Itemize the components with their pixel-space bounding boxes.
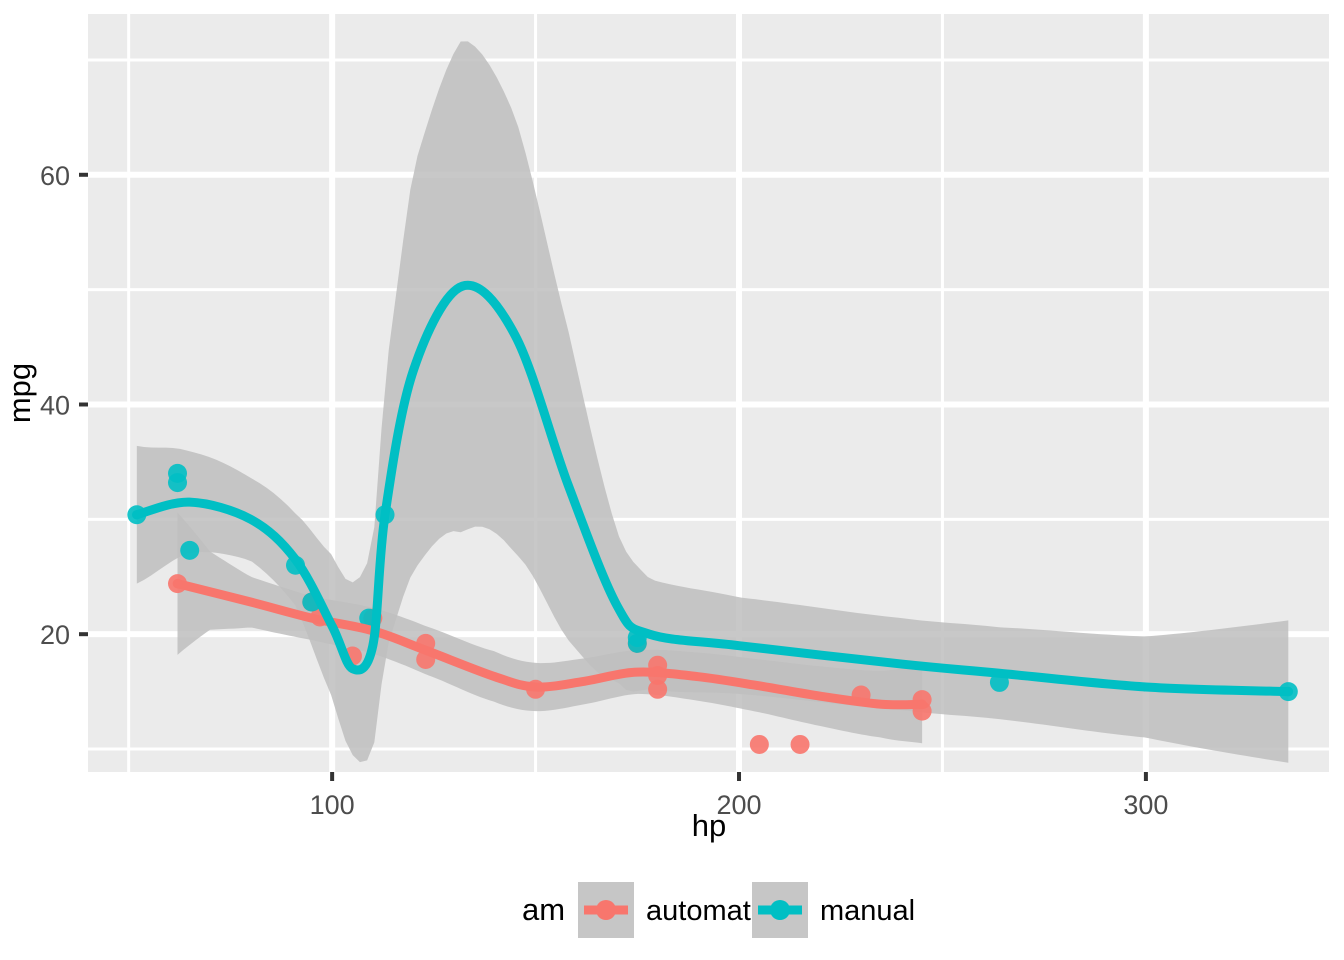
data-point-automatic — [749, 734, 769, 754]
legend-point-manual — [770, 900, 790, 920]
legend-label-automatic[interactable]: automatic — [646, 895, 772, 927]
data-point-automatic — [790, 734, 810, 754]
x-tick-label: 200 — [716, 790, 761, 820]
smooth-line-manual — [132, 280, 1293, 697]
x-tick-label: 300 — [1123, 790, 1168, 820]
legend-point-automatic — [596, 900, 616, 920]
data-point-manual — [180, 540, 200, 560]
smooth-endpoint-automatic — [172, 578, 183, 589]
x-tick-label: 100 — [310, 790, 355, 820]
x-axis-title: hp — [692, 808, 726, 843]
confidence-band-manual — [136, 41, 1289, 763]
axis-ticks — [79, 172, 1148, 781]
smooth-endpoint-manual — [132, 509, 142, 520]
smooth-lines — [132, 280, 1294, 710]
smooth-line-automatic — [173, 579, 927, 710]
smooth-endpoint-manual — [1283, 686, 1294, 697]
axis-tick-labels: 20 40 60 100 200 300 — [40, 161, 1168, 820]
y-tick-label: 20 — [40, 620, 70, 650]
smooth-endpoint-automatic — [917, 699, 927, 710]
y-tick-label: 40 — [40, 390, 70, 420]
y-axis-title: mpg — [2, 363, 37, 423]
y-tick-label: 60 — [40, 161, 70, 191]
data-point-manual — [168, 473, 188, 493]
legend-title: am — [522, 892, 565, 927]
data-point-automatic — [648, 679, 668, 699]
data-point-manual — [627, 633, 647, 653]
legend: am automatic manual — [522, 882, 915, 938]
legend-label-manual[interactable]: manual — [820, 895, 915, 927]
